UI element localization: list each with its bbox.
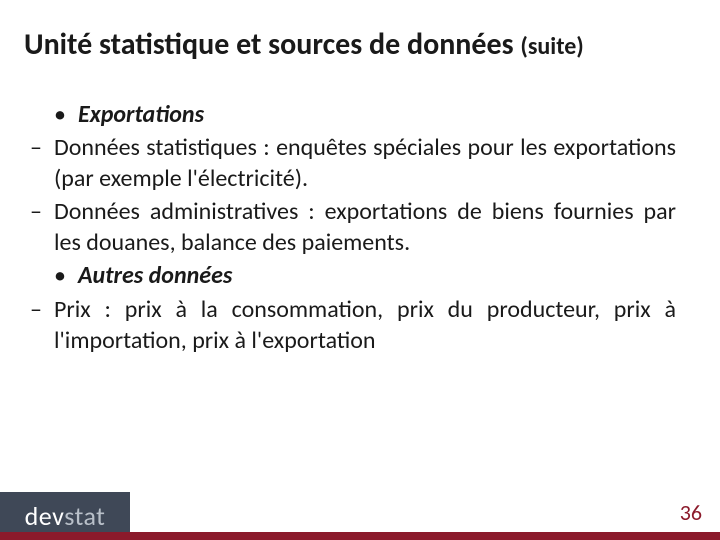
slide-footer: devstat 36 (0, 488, 720, 540)
bullet-exportations: Exportations (54, 99, 676, 130)
accent-bar (0, 532, 720, 540)
bullet-autres-donnees: Autres données (54, 260, 676, 291)
page-number: 36 (680, 499, 702, 526)
logo-part-stat: stat (64, 500, 105, 532)
bullet-label: Autres données (78, 261, 232, 290)
dash-item: Prix : prix à la consommation, prix du p… (30, 294, 676, 356)
slide: Unité statistique et sources de données … (0, 0, 720, 540)
logo-part-dev: dev (25, 500, 65, 532)
title-main: Unité statistique et sources de données (24, 26, 520, 63)
title-suffix: (suite) (520, 32, 583, 61)
slide-content: Exportations Données statistiques : enqu… (24, 99, 696, 357)
dash-item: Données administratives : exportations d… (30, 196, 676, 258)
logo-text: devstat (25, 500, 106, 532)
dash-item: Données statistiques : enquêtes spéciale… (30, 132, 676, 194)
slide-title: Unité statistique et sources de données … (24, 28, 696, 63)
bullet-label: Exportations (78, 100, 204, 129)
